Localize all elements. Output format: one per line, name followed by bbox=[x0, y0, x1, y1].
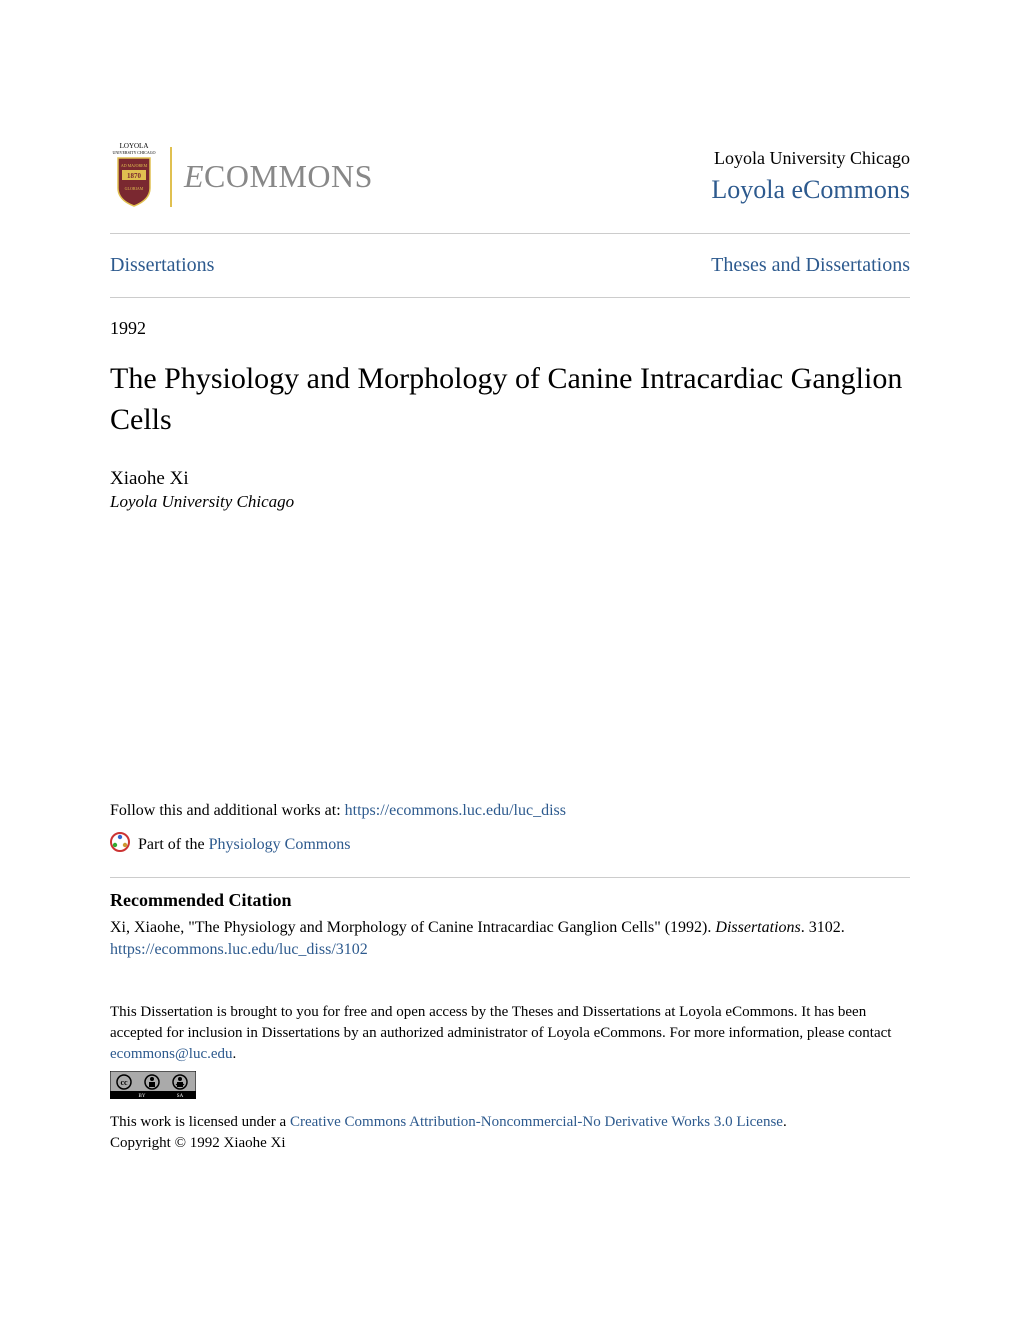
shield-top-text: LOYOLA bbox=[120, 142, 149, 150]
license-line: This work is licensed under a Creative C… bbox=[110, 1112, 910, 1133]
header: LOYOLA UNIVERSITY CHICAGO 1870 AD MAJORE… bbox=[110, 140, 910, 213]
breadcrumb-nav: Dissertations Theses and Dissertations bbox=[110, 246, 910, 285]
part-of-text: Part of the Physiology Commons bbox=[138, 836, 350, 854]
citation-heading: Recommended Citation bbox=[110, 890, 910, 911]
access-text-2: . bbox=[233, 1046, 237, 1062]
citation-after: . 3102. bbox=[801, 919, 845, 936]
contact-email-link[interactable]: ecommons@luc.edu bbox=[110, 1046, 233, 1062]
author-affiliation: Loyola University Chicago bbox=[110, 492, 910, 512]
vertical-divider bbox=[170, 147, 172, 207]
nav-dissertations-link[interactable]: Dissertations bbox=[110, 254, 214, 277]
svg-text:cc: cc bbox=[120, 1078, 128, 1087]
svg-text:1870: 1870 bbox=[127, 172, 142, 180]
citation-url-line: https://ecommons.luc.edu/luc_diss/3102 bbox=[110, 939, 910, 961]
paper-title: The Physiology and Morphology of Canine … bbox=[110, 359, 910, 440]
university-name: Loyola University Chicago bbox=[711, 148, 910, 169]
svg-text:AD MAJOREM: AD MAJOREM bbox=[121, 163, 148, 168]
follow-line: Follow this and additional works at: htt… bbox=[110, 802, 910, 820]
license-suffix: . bbox=[783, 1114, 787, 1130]
svg-text:BY: BY bbox=[139, 1094, 146, 1099]
commons-link[interactable]: Physiology Commons bbox=[209, 836, 351, 853]
divider-top bbox=[110, 233, 910, 234]
svg-text:SA: SA bbox=[177, 1094, 184, 1099]
citation-series: Dissertations bbox=[715, 919, 800, 936]
follow-url-link[interactable]: https://ecommons.luc.edu/luc_diss bbox=[345, 802, 566, 819]
wordmark-e: E bbox=[184, 158, 204, 194]
divider-nav bbox=[110, 297, 910, 298]
svg-text:GLORIAM: GLORIAM bbox=[125, 186, 144, 191]
repository-link[interactable]: Loyola eCommons bbox=[711, 175, 910, 205]
svg-text:UNIVERSITY CHICAGO: UNIVERSITY CHICAGO bbox=[112, 150, 155, 155]
footer-section: This Dissertation is brought to you for … bbox=[110, 1002, 910, 1154]
nav-theses-link[interactable]: Theses and Dissertations bbox=[711, 254, 910, 277]
cc-badge[interactable]: cc BY SA bbox=[110, 1065, 910, 1112]
citation-url-link[interactable]: https://ecommons.luc.edu/luc_diss/3102 bbox=[110, 941, 368, 958]
author-name: Xiaohe Xi bbox=[110, 468, 910, 490]
license-link[interactable]: Creative Commons Attribution-Noncommerci… bbox=[290, 1114, 783, 1130]
part-of-line: Part of the Physiology Commons bbox=[110, 832, 910, 857]
wordmark-rest: COMMONS bbox=[204, 158, 373, 194]
part-of-prefix: Part of the bbox=[138, 836, 209, 853]
publication-year: 1992 bbox=[110, 318, 910, 339]
loyola-shield-logo: LOYOLA UNIVERSITY CHICAGO 1870 AD MAJORE… bbox=[110, 140, 158, 213]
header-right: Loyola University Chicago Loyola eCommon… bbox=[711, 148, 910, 205]
citation-body: Xi, Xiaohe, "The Physiology and Morpholo… bbox=[110, 917, 910, 939]
follow-prefix: Follow this and additional works at: bbox=[110, 802, 345, 819]
spacer bbox=[110, 512, 910, 802]
citation-before: Xi, Xiaohe, "The Physiology and Morpholo… bbox=[110, 919, 715, 936]
divider-citation bbox=[110, 877, 910, 878]
citation-section: Recommended Citation Xi, Xiaohe, "The Ph… bbox=[110, 890, 910, 962]
license-prefix: This work is licensed under a bbox=[110, 1114, 290, 1130]
network-icon bbox=[110, 832, 130, 857]
access-statement: This Dissertation is brought to you for … bbox=[110, 1002, 910, 1065]
logo-block: LOYOLA UNIVERSITY CHICAGO 1870 AD MAJORE… bbox=[110, 140, 373, 213]
copyright-line: Copyright © 1992 Xiaohe Xi bbox=[110, 1133, 910, 1154]
ecommons-wordmark: ECOMMONS bbox=[184, 158, 373, 195]
access-text-1: This Dissertation is brought to you for … bbox=[110, 1004, 891, 1041]
